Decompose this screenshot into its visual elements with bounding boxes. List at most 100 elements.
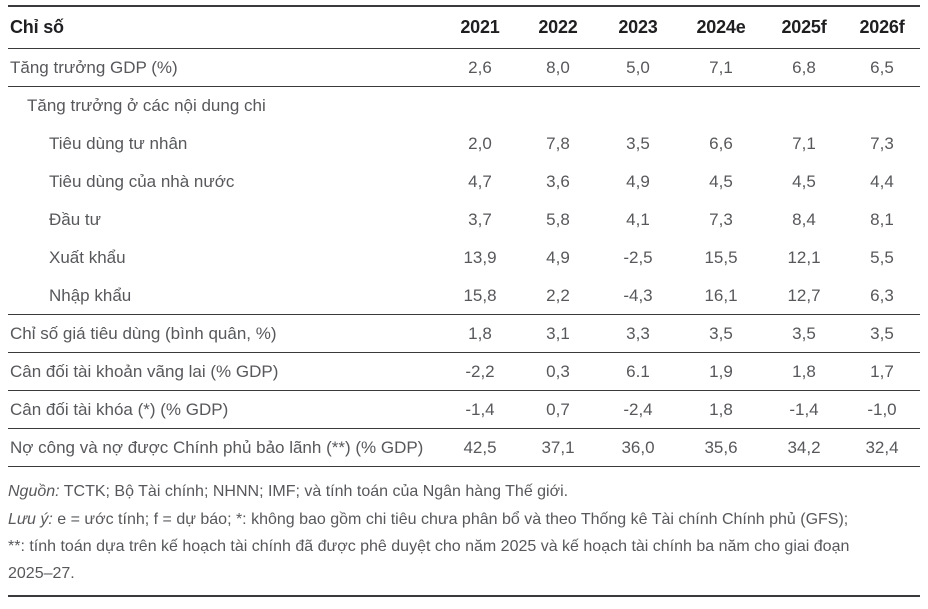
cell-value: 5,8: [546, 210, 570, 229]
cell-value: 2,6: [468, 57, 492, 77]
cell-value: 5,0: [626, 57, 650, 77]
cell-value: 8,1: [870, 210, 894, 229]
column-header-year-2026f: 2026f: [859, 17, 905, 37]
cell-value: 3,7: [468, 210, 492, 229]
cell-value: -4,3: [623, 285, 653, 305]
cell-value: 7,1: [709, 57, 733, 77]
row-label: Đầu tư: [49, 210, 102, 229]
cell-value: 12,1: [787, 248, 821, 267]
cell-value: 5,5: [870, 248, 894, 267]
source-note-prefix: Nguồn:: [8, 483, 60, 500]
cell-value: 7,8: [546, 134, 570, 153]
row-label: Tăng trưởng ở các nội dung chi: [27, 96, 266, 115]
column-header-year-2023: 2023: [618, 17, 658, 37]
cell-value: -2,4: [623, 399, 653, 419]
cell-value: 3,5: [709, 323, 733, 343]
cell-value: 6,3: [870, 285, 894, 305]
cell-value: 15,8: [463, 285, 497, 305]
cell-value: 8,0: [546, 57, 570, 77]
table-row: Cân đối tài khóa (*) (% GDP) -1,4 0,7 -2,4 1…: [8, 391, 920, 429]
cell-value: 8,4: [792, 210, 816, 229]
legend-note-text: e = ước tính; f = dự báo; *: không bao g…: [8, 511, 850, 582]
cell-value: -2,2: [465, 361, 495, 381]
table-row: Tiêu dùng của nhà nước 4,7 3,6 4,9 4,5 4,5 4,4: [8, 163, 920, 201]
cell-value: 6,6: [709, 134, 733, 153]
cell-value: 3,5: [792, 323, 816, 343]
cell-value: -1,4: [789, 399, 819, 419]
table-header-row: Chỉ số 2021 2022 2023 2024e 2025f 2026f: [8, 7, 920, 49]
legend-note: Lưu ý: e = ước tính; f = dự báo; *: khôn…: [8, 506, 856, 587]
table-row: Chỉ số giá tiêu dùng (bình quân, %) 1,8 3,…: [8, 315, 920, 353]
legend-note-prefix: Lưu ý:: [8, 511, 53, 528]
cell-value: 13,9: [463, 248, 497, 267]
cell-value: 3,3: [626, 323, 650, 343]
cell-value: 0,3: [546, 361, 570, 381]
column-header-indicator: Chỉ số: [10, 17, 64, 37]
cell-value: 35,6: [704, 437, 738, 457]
source-note: Nguồn: TCTK; Bộ Tài chính; NHNN; IMF; và…: [8, 478, 856, 505]
cell-value: 2,2: [546, 285, 570, 305]
cell-value: 4,1: [626, 210, 650, 229]
table-row: Cân đối tài khoản vãng lai (% GDP) -2,2 0,…: [8, 353, 920, 391]
source-note-text: TCTK; Bộ Tài chính; NHNN; IMF; và tính t…: [59, 483, 569, 500]
cell-value: 1,8: [468, 323, 492, 343]
cell-value: 15,5: [704, 248, 738, 267]
cell-value: -2,5: [623, 248, 653, 267]
row-label: Tiêu dùng của nhà nước: [49, 172, 235, 191]
cell-value: 3,1: [546, 323, 570, 343]
macro-indicators-table: Chỉ số 2021 2022 2023 2024e 2025f 2026f …: [8, 5, 920, 467]
cell-value: -1,0: [867, 399, 897, 419]
cell-value: 6,5: [870, 57, 894, 77]
table-row: Đầu tư 3,7 5,8 4,1 7,3 8,4 8,1: [8, 201, 920, 239]
cell-value: 6.1: [626, 361, 650, 381]
cell-value: 3,6: [546, 172, 570, 191]
table-body: Tăng trưởng GDP (%) 2,6 8,0 5,0 7,1 6,8 6,5 Tăn…: [8, 49, 920, 467]
cell-value: 4,5: [792, 172, 816, 191]
table-footnotes: Nguồn: TCTK; Bộ Tài chính; NHNN; IMF; và…: [8, 478, 920, 587]
cell-value: 7,3: [709, 210, 733, 229]
cell-value: 7,3: [870, 134, 894, 153]
row-label: Chỉ số giá tiêu dùng (bình quân, %): [10, 323, 277, 343]
cell-value: 7,1: [792, 134, 816, 153]
cell-value: 36,0: [621, 437, 655, 457]
cell-value: 1,8: [709, 399, 733, 419]
cell-value: 16,1: [704, 285, 738, 305]
cell-value: 34,2: [787, 437, 821, 457]
row-label: Nợ công và nợ được Chính phủ bảo lãnh (*…: [10, 437, 424, 457]
row-label: Xuất khẩu: [49, 248, 126, 267]
table-row: Nợ công và nợ được Chính phủ bảo lãnh (*…: [8, 429, 920, 467]
column-header-year-2022: 2022: [538, 17, 578, 37]
row-label: Cân đối tài khoản vãng lai (% GDP): [10, 361, 279, 381]
cell-value: 4,9: [546, 248, 570, 267]
cell-value: -1,4: [465, 399, 495, 419]
column-header-year-2025f: 2025f: [781, 17, 827, 37]
table-row: Tăng trưởng GDP (%) 2,6 8,0 5,0 7,1 6,8 6,5: [8, 49, 920, 87]
row-label: Tăng trưởng GDP (%): [10, 57, 178, 77]
row-label: Nhập khẩu: [49, 285, 132, 305]
cell-value: 4,5: [709, 172, 733, 191]
cell-value: 1,8: [792, 361, 816, 381]
cell-value: 4,9: [626, 172, 650, 191]
cell-value: 3,5: [626, 134, 650, 153]
cell-value: 2,0: [468, 134, 492, 153]
cell-value: 37,1: [541, 437, 575, 457]
table-row: Tăng trưởng ở các nội dung chi: [8, 87, 920, 125]
column-header-year-2021: 2021: [460, 17, 500, 37]
column-header-year-2024e: 2024e: [696, 17, 746, 37]
cell-value: 12,7: [787, 285, 821, 305]
cell-value: 32,4: [865, 437, 899, 457]
cell-value: 1,7: [870, 361, 894, 381]
cell-value: 4,4: [870, 172, 894, 191]
row-label: Cân đối tài khóa (*) (% GDP): [10, 399, 229, 419]
cell-value: 0,7: [546, 399, 570, 419]
cell-value: 42,5: [463, 437, 497, 457]
table-row: Nhập khẩu 15,8 2,2 -4,3 16,1 12,7 6,3: [8, 277, 920, 315]
cell-value: 3,5: [870, 323, 894, 343]
table-row: Xuất khẩu 13,9 4,9 -2,5 15,5 12,1 5,5: [8, 239, 920, 277]
cell-value: 1,9: [709, 361, 733, 381]
cell-value: 4,7: [468, 172, 492, 191]
row-label: Tiêu dùng tư nhân: [49, 134, 188, 153]
cell-value: 6,8: [792, 57, 816, 77]
table-row: Tiêu dùng tư nhân 2,0 7,8 3,5 6,6 7,1 7,3: [8, 125, 920, 163]
